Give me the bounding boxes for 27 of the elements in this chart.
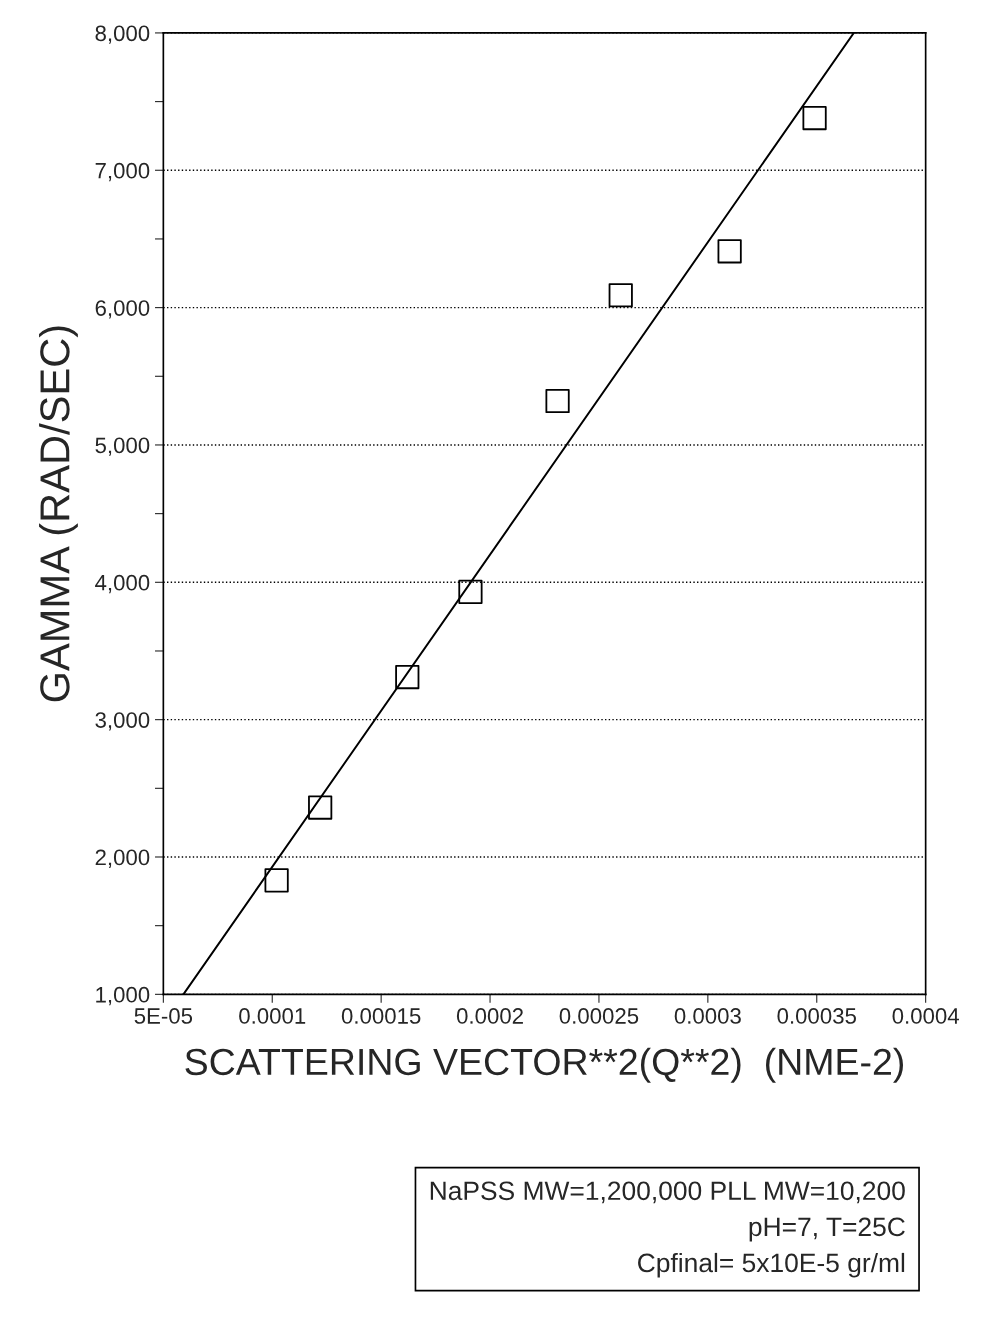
- point: [395, 664, 420, 690]
- x-tick-label: 0.0004: [892, 1008, 959, 1024]
- x-tick-label: 0.0002: [456, 1008, 523, 1024]
- point: [458, 579, 483, 605]
- x-tick-label: 0.00015: [341, 1008, 421, 1024]
- x-axis-title: SCATTERING VECTOR**2(Q**2) (NME-2): [185, 1047, 903, 1083]
- point: [545, 388, 570, 414]
- point: [308, 795, 333, 820]
- y-tick-label: 4,000: [95, 574, 150, 594]
- x-tick-label: 0.00025: [559, 1008, 639, 1024]
- point: [264, 868, 289, 893]
- text: NaPSS MW=1,200,000 PLL MW=10,200 pH=7, T=25C Cpfinal= 5x10E-5 gr/ml: [430, 1181, 905, 1278]
- x-tick-label: 0.0001: [239, 1008, 306, 1024]
- point: [802, 105, 827, 131]
- y-tick-label: 3,000: [95, 712, 150, 731]
- x-tick-label: 0.00035: [777, 1008, 856, 1024]
- y-tick-label: 7,000: [95, 162, 150, 182]
- y-tick-label: 8,000: [95, 25, 150, 44]
- y-tick-label: 2,000: [95, 849, 150, 868]
- point: [717, 239, 742, 264]
- point: [608, 283, 633, 308]
- x-tick-label: 0.0003: [674, 1008, 741, 1024]
- y-axis-title: GAMMA (RAD/SEC): [39, 326, 78, 702]
- y-tick-label: 5,000: [95, 437, 150, 456]
- y-tick-label: 6,000: [95, 300, 150, 319]
- x-tick-label: 5E-05: [134, 1008, 193, 1024]
- y-tick-label: 1,000: [96, 986, 150, 1006]
